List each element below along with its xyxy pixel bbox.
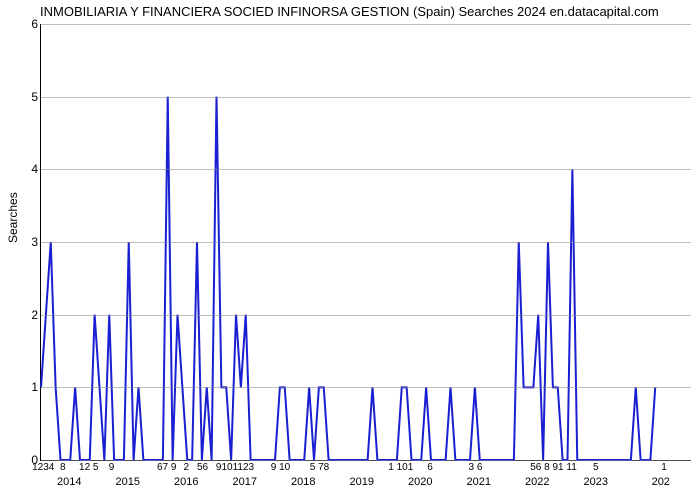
plot-area <box>40 24 691 461</box>
y-tick-label: 2 <box>31 308 38 322</box>
gridline <box>41 169 691 170</box>
y-tick-label: 3 <box>31 235 38 249</box>
x-tick-label: 8 <box>60 462 66 473</box>
x-tick-label: 1 101 <box>388 462 413 473</box>
x-tick-label: 12 5 <box>79 462 98 473</box>
gridline <box>41 97 691 98</box>
x-year-label: 2016 <box>174 476 198 488</box>
x-year-label: 2021 <box>467 476 491 488</box>
x-year-label: 2020 <box>408 476 432 488</box>
x-year-label: 2019 <box>350 476 374 488</box>
gridline <box>41 460 691 461</box>
gridline <box>41 24 691 25</box>
x-tick-label: 9 <box>109 462 115 473</box>
y-tick-label: 5 <box>31 90 38 104</box>
x-year-label: 2022 <box>525 476 549 488</box>
y-tick-label: 6 <box>31 17 38 31</box>
x-tick-label: 56 8 91 11 <box>530 462 577 473</box>
chart-title: INMOBILIARIA Y FINANCIERA SOCIED INFINOR… <box>40 4 659 19</box>
chart-container: INMOBILIARIA Y FINANCIERA SOCIED INFINOR… <box>0 0 700 500</box>
x-tick-label: 9101123 <box>216 462 254 473</box>
x-tick-label: 56 <box>197 462 208 473</box>
y-tick-label: 4 <box>31 162 38 176</box>
y-axis-label: Searches <box>6 192 20 243</box>
x-tick-label: 3 6 <box>469 462 483 473</box>
x-tick-label: 5 <box>593 462 599 473</box>
gridline <box>41 242 691 243</box>
x-tick-label: 5 78 <box>310 462 329 473</box>
x-tick-label: 9 10 <box>271 462 290 473</box>
x-year-label: 2015 <box>116 476 140 488</box>
x-year-label: 2023 <box>584 476 608 488</box>
x-year-label: 202 <box>652 476 670 488</box>
x-tick-label: 1 <box>661 462 667 473</box>
x-tick-label: 2 <box>183 462 189 473</box>
gridline <box>41 315 691 316</box>
x-tick-label: 1234 <box>32 462 54 473</box>
x-year-label: 2018 <box>291 476 315 488</box>
x-tick-label: 67 9 <box>157 462 176 473</box>
x-tick-label: 6 <box>427 462 433 473</box>
x-year-label: 2017 <box>233 476 257 488</box>
x-year-label: 2014 <box>57 476 81 488</box>
gridline <box>41 387 691 388</box>
y-tick-label: 1 <box>31 380 38 394</box>
